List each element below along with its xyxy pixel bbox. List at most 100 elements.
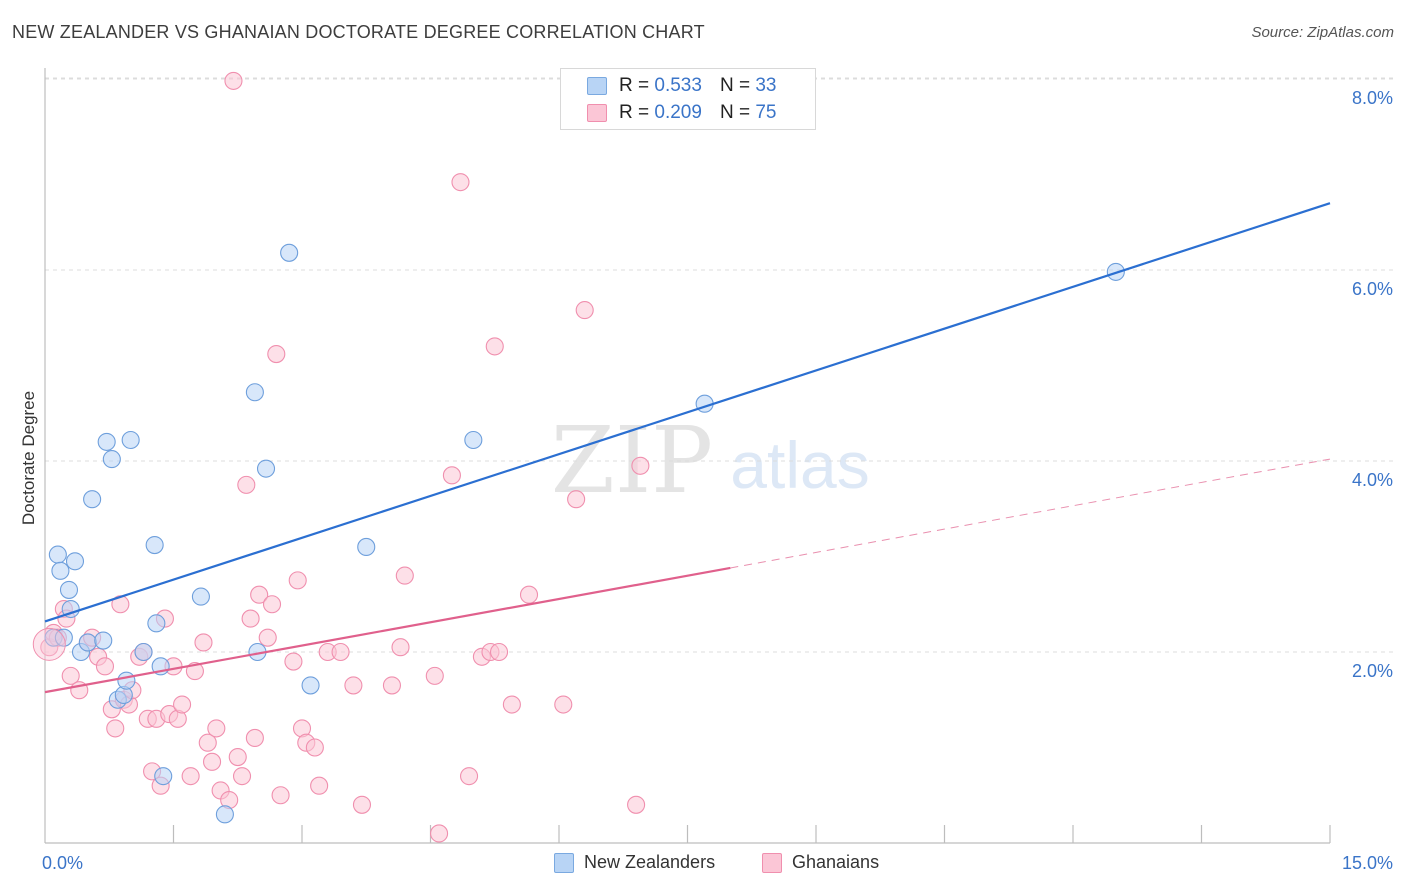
pink-point — [489, 642, 509, 662]
pink-point — [203, 752, 222, 771]
pink-point — [352, 795, 372, 814]
blue-point — [61, 599, 80, 619]
legend-r-label: R = — [619, 75, 650, 96]
pink-point — [228, 747, 247, 767]
pink-trend-extension — [730, 458, 1331, 569]
pink-point — [425, 666, 444, 685]
blue-point — [102, 450, 121, 469]
pink-point — [502, 695, 521, 714]
blue-point — [48, 545, 67, 564]
pink-point — [250, 585, 269, 604]
blue-point — [97, 432, 116, 451]
pink-point — [245, 728, 264, 748]
blue-point — [191, 587, 210, 606]
pink-point — [331, 642, 350, 662]
pink-point — [430, 824, 449, 843]
series-legend-item-new-zealanders: New Zealanders — [554, 852, 715, 873]
y-tick-label: 2.0% — [1352, 661, 1393, 681]
pink-point — [271, 786, 290, 805]
pink-point — [173, 695, 192, 714]
pink-point — [258, 628, 277, 647]
series-legend: New Zealanders Ghanaians — [0, 852, 1406, 876]
pink-point — [267, 344, 286, 364]
source-label: Source: ZipAtlas.com — [1251, 24, 1394, 41]
pink-point — [232, 767, 252, 786]
series-swatch-blue — [554, 852, 574, 873]
blue-point — [215, 805, 234, 824]
blue-point — [245, 383, 264, 402]
pink-point — [382, 676, 402, 695]
blue-point — [256, 459, 276, 478]
x-tick-label: 0.0% — [42, 853, 83, 873]
blue-point — [83, 490, 102, 509]
pink-point — [198, 733, 217, 752]
y-tick-label: 8.0% — [1352, 88, 1393, 108]
blue-point — [59, 580, 79, 599]
pink-point — [106, 719, 125, 738]
pink-point-cluster — [32, 627, 66, 661]
blue-point — [78, 633, 97, 652]
pink-point — [631, 456, 650, 475]
pink-point — [567, 490, 586, 509]
legend-n-label: N = — [719, 75, 751, 96]
blue-point — [154, 767, 173, 786]
pink-point — [519, 585, 539, 604]
legend-swatch-blue — [587, 77, 607, 95]
pink-point — [241, 609, 260, 628]
series-label: Ghanaians — [792, 852, 880, 872]
y-tick-label: 4.0% — [1352, 470, 1393, 490]
legend-row-new-zealanders: R = 0.533 N = 33 — [587, 74, 776, 98]
blue-point — [147, 614, 166, 633]
pink-point — [61, 666, 80, 685]
blue-point — [134, 642, 153, 662]
y-axis-label: Doctorate Degree — [19, 391, 38, 525]
legend-n-value: 33 — [755, 75, 777, 96]
blue-point — [117, 671, 136, 690]
x-tick-label: 15.0% — [1342, 853, 1393, 873]
blue-trend-line — [44, 202, 1331, 623]
pink-point — [262, 595, 282, 614]
legend-row-ghanaians: R = 0.209 N = 75 — [587, 101, 776, 125]
pink-trend-line — [44, 566, 731, 694]
blue-point — [51, 561, 70, 580]
pink-point — [224, 71, 243, 90]
legend-r-label: R = — [619, 102, 650, 123]
chart-title: NEW ZEALANDER VS GHANAIAN DOCTORATE DEGR… — [12, 22, 705, 42]
pink-point — [442, 466, 461, 485]
blue-point — [65, 552, 85, 571]
series-label: New Zealanders — [584, 852, 716, 872]
pink-point — [207, 719, 226, 738]
series-legend-item-ghanaians: Ghanaians — [762, 852, 879, 873]
blue-point — [94, 631, 113, 650]
pink-point — [391, 638, 410, 657]
pink-point — [575, 301, 594, 320]
pink-point — [288, 571, 307, 590]
pink-point — [181, 767, 200, 786]
watermark-atlas: atlas — [730, 428, 869, 502]
pink-point — [310, 776, 329, 795]
pink-point — [395, 566, 414, 585]
pink-point — [284, 652, 303, 671]
correlation-legend: R = 0.533 N = 33 R = 0.209 N = 75 — [560, 68, 816, 130]
pink-point — [237, 475, 256, 494]
y-tick-label: 6.0% — [1352, 279, 1393, 299]
pink-point — [485, 337, 504, 356]
legend-swatch-pink — [587, 104, 607, 122]
blue-point — [464, 430, 483, 450]
pink-point — [554, 695, 573, 714]
legend-n-label: N = — [719, 102, 751, 123]
blue-point — [121, 430, 140, 450]
legend-n-value: 75 — [755, 102, 777, 123]
series-swatch-pink — [762, 852, 782, 873]
blue-point — [301, 676, 320, 695]
pink-point — [305, 738, 324, 757]
legend-r-value: 0.533 — [654, 75, 702, 96]
blue-point — [145, 535, 164, 555]
blue-point — [357, 537, 376, 557]
pink-point — [344, 676, 363, 695]
pink-point — [451, 173, 470, 192]
pink-point — [194, 633, 213, 652]
blue-point — [280, 243, 299, 262]
pink-point — [459, 767, 479, 786]
